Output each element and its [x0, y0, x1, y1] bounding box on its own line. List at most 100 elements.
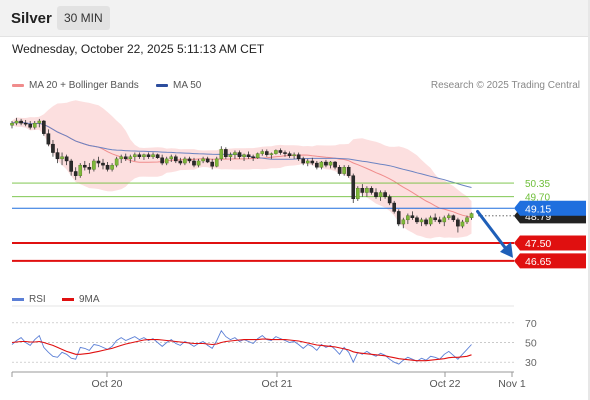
candle-bear: [178, 160, 183, 164]
candle-bull: [214, 158, 219, 167]
candle-bear: [415, 217, 419, 223]
forecast-arrow-shaft: [476, 209, 508, 251]
candle-bear: [310, 160, 315, 164]
timeframe-badge[interactable]: 30 MIN: [57, 6, 110, 30]
forecast-arrow-head: [500, 241, 513, 258]
pivot-price-tag-text: 49.15: [525, 203, 551, 215]
candle-bear: [73, 171, 78, 176]
candle-bear: [410, 215, 415, 218]
candle-bear: [265, 151, 269, 155]
candle-bear: [55, 152, 60, 160]
rsi-legend-swatch: [12, 297, 24, 301]
candle-bear: [173, 156, 178, 162]
candle-bear: [146, 154, 151, 157]
candle-bull: [233, 152, 237, 155]
candle-bear: [360, 188, 365, 193]
candle-bear: [374, 192, 378, 197]
candle-bear: [324, 161, 328, 166]
candle-bull: [228, 154, 233, 157]
candle-bear: [392, 202, 397, 212]
pivot-price-tag-bg: [514, 200, 586, 216]
rsi-tick-label-30: 30: [525, 357, 537, 369]
candle-bull: [169, 156, 174, 160]
time-axis-label: Oct 22: [430, 378, 461, 390]
candle-bull: [469, 213, 474, 218]
candle-bear: [424, 219, 428, 225]
candle-bear: [101, 162, 105, 166]
candle-bull: [419, 219, 424, 223]
candle-bear: [105, 164, 110, 170]
candle-bull: [465, 217, 469, 223]
candle-bull: [260, 151, 265, 154]
candle-bear: [433, 217, 437, 221]
rsi-legend-label: RSI: [29, 294, 46, 305]
candle-bull: [428, 217, 433, 225]
support-price-tag-5-bg: [514, 253, 586, 269]
candle-bear: [296, 154, 301, 160]
candle-bear: [437, 219, 442, 223]
candle-bear: [87, 167, 92, 170]
candle-bull: [460, 221, 465, 227]
candle-bear: [82, 164, 87, 168]
candle-bear: [333, 161, 337, 168]
candle-bull: [255, 153, 260, 159]
candle-bear: [237, 152, 242, 157]
candle-bear: [187, 158, 192, 162]
candle-bear: [351, 175, 356, 200]
candle-bull: [32, 122, 37, 128]
candle-bull: [196, 160, 201, 166]
support-price-tag-4-text: 47.50: [525, 238, 551, 250]
research-credit: Research © 2025 Trading Central: [430, 80, 580, 91]
rsi-legend-item: RSI: [12, 294, 46, 305]
bollinger-band: [12, 100, 472, 239]
candle-bull: [142, 154, 146, 157]
resistance-label-1: 49.70: [525, 193, 550, 204]
candle-bull: [406, 215, 410, 221]
candle-bull: [37, 120, 42, 124]
candle-bull: [292, 154, 296, 156]
candle-bull: [274, 150, 278, 154]
support-price-tag-5-text: 46.65: [525, 256, 551, 268]
candle-bear: [64, 156, 69, 162]
candle-bear: [137, 154, 142, 157]
candle-bull: [92, 160, 96, 170]
candle-bear: [278, 150, 283, 153]
candle-bull: [442, 217, 447, 223]
ma50-line: [11, 121, 472, 188]
candle-bear: [46, 133, 51, 145]
candle-bear: [160, 157, 164, 164]
legend-label-ma50: MA 50: [173, 80, 202, 91]
candle-bear: [337, 167, 342, 174]
candle-bear: [456, 219, 460, 227]
candle-bull: [110, 164, 114, 170]
resistance-label-0: 50.35: [525, 179, 550, 190]
candle-bear: [387, 196, 392, 204]
candle-bull: [10, 122, 14, 126]
candle-bear: [210, 161, 215, 167]
candle-bull: [319, 161, 324, 168]
candle-bull: [128, 156, 133, 160]
candle-bear: [155, 154, 160, 159]
candle-bull: [401, 219, 406, 225]
candle-bull: [78, 164, 83, 176]
candle-bull: [447, 215, 451, 218]
candle-bull: [378, 192, 383, 197]
legend-label-ma20: MA 20 + Bollinger Bands: [29, 80, 139, 91]
candle-bear: [383, 192, 387, 197]
symbol-title: Silver: [11, 10, 52, 27]
time-axis-label: Oct 20: [92, 378, 123, 390]
legend-item-ma20: MA 20 + Bollinger Bands: [12, 80, 139, 92]
support-price-tag-5: 46.65: [514, 253, 586, 269]
legend-item-ma50: MA 50: [156, 80, 201, 92]
rsi-tick-label-50: 50: [525, 338, 537, 350]
candle-bull: [242, 154, 246, 157]
chart-header-bar: Silver 30 MIN: [0, 0, 590, 37]
support-price-tag-4: 47.50: [514, 235, 586, 251]
chart-frame-edge: [588, 0, 590, 400]
candle-bear: [224, 149, 228, 157]
candle-bear: [396, 211, 401, 225]
legend-swatch-ma20: [12, 83, 24, 87]
candle-bear: [123, 156, 128, 160]
candle-bear: [192, 160, 196, 166]
